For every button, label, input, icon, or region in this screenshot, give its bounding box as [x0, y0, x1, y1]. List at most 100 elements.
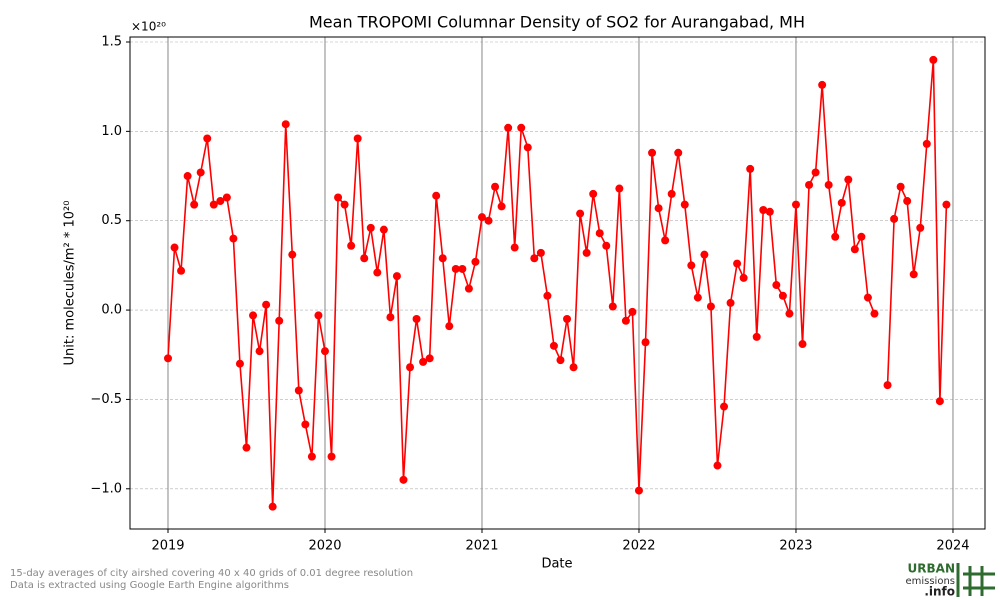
data-point [896, 182, 905, 191]
data-point [648, 148, 657, 157]
data-point [621, 316, 630, 325]
y-tick-label: −1.0 [90, 481, 122, 496]
y-axis-label: Unit: molecules/m² * 10²⁰ [63, 201, 78, 366]
data-point [608, 302, 617, 311]
data-point [412, 315, 421, 324]
logo-text: .info [924, 585, 955, 599]
data-point [739, 273, 748, 282]
x-tick-label: 2024 [936, 539, 969, 554]
data-point [235, 359, 244, 368]
logo-text: URBAN [908, 562, 955, 576]
data-point [667, 189, 676, 198]
data-point [772, 281, 781, 290]
data-point [857, 232, 866, 241]
data-point [222, 193, 231, 202]
data-point [942, 200, 951, 209]
data-point [399, 475, 408, 484]
data-point [275, 316, 284, 325]
data-point [582, 248, 591, 257]
data-point [451, 264, 460, 273]
data-point [288, 250, 297, 259]
data-point [484, 216, 493, 225]
data-point [909, 270, 918, 279]
footnote: 15-day averages of city airshed covering… [10, 568, 413, 579]
x-tick-label: 2023 [779, 539, 812, 554]
data-point [922, 139, 931, 148]
data-point [634, 486, 643, 495]
data-point [360, 254, 369, 263]
data-point [196, 168, 205, 177]
data-point [229, 234, 238, 243]
data-point [340, 200, 349, 209]
data-point [373, 268, 382, 277]
data-point [680, 200, 689, 209]
data-point [929, 55, 938, 64]
data-point [471, 257, 480, 266]
data-point [216, 197, 225, 206]
x-tick-label: 2020 [308, 539, 341, 554]
footnote: Data is extracted using Google Earth Eng… [10, 580, 289, 591]
data-point [811, 168, 820, 177]
data-point [569, 363, 578, 372]
data-point [746, 164, 755, 173]
data-point [334, 193, 343, 202]
y-tick-label: 0.0 [101, 303, 122, 318]
data-point [425, 354, 434, 363]
data-point [517, 123, 526, 132]
data-point [903, 197, 912, 206]
data-point [674, 148, 683, 157]
data-point [824, 180, 833, 189]
data-point [916, 223, 925, 232]
data-point [190, 200, 199, 209]
data-point [353, 134, 362, 143]
data-point [536, 248, 545, 257]
data-point [687, 261, 696, 270]
data-point [641, 338, 650, 347]
y-tick-label: 1.0 [101, 124, 122, 139]
data-point [183, 172, 192, 181]
data-point [785, 309, 794, 318]
data-point [765, 207, 774, 216]
data-point [844, 175, 853, 184]
data-point [432, 191, 441, 200]
data-point [837, 198, 846, 207]
data-point [661, 236, 670, 245]
data-point [733, 259, 742, 268]
data-point [170, 243, 179, 252]
data-point [530, 254, 539, 263]
data-point [595, 229, 604, 238]
plot-frame [129, 36, 986, 530]
data-point [778, 291, 787, 300]
data-point [406, 363, 415, 372]
y-offset-label: ×10²⁰ [131, 20, 166, 34]
data-point [935, 397, 944, 406]
data-point [576, 209, 585, 218]
data-point [713, 461, 722, 470]
x-axis-label: Date [541, 557, 572, 572]
data-point [543, 291, 552, 300]
data-point [438, 254, 447, 263]
data-point [510, 243, 519, 252]
data-point [294, 386, 303, 395]
data-point [615, 184, 624, 193]
x-tick-label: 2022 [622, 539, 655, 554]
y-tick-label: 1.5 [101, 35, 122, 50]
logo-text: emissions [905, 576, 955, 587]
x-tick-label: 2019 [151, 539, 184, 554]
data-point [726, 298, 735, 307]
data-point [863, 293, 872, 302]
y-tick-label: −0.5 [90, 392, 122, 407]
data-point [320, 347, 329, 356]
data-point [255, 347, 264, 356]
data-point [445, 322, 454, 331]
data-point [347, 241, 356, 250]
data-point [419, 357, 428, 366]
data-point [752, 332, 761, 341]
data-point [504, 123, 513, 132]
data-point [477, 213, 486, 222]
data-point [209, 200, 218, 209]
x-tick-label: 2021 [465, 539, 498, 554]
data-point [654, 204, 663, 213]
data-point [602, 241, 611, 250]
